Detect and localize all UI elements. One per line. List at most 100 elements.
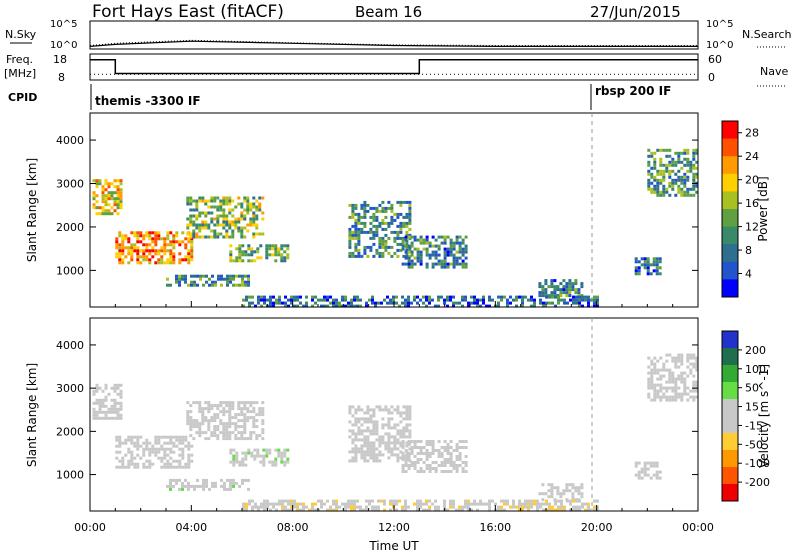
data-cell — [92, 407, 96, 411]
data-cell — [646, 266, 650, 270]
data-cell — [198, 235, 202, 239]
data-cell — [437, 259, 441, 263]
data-cell — [207, 428, 211, 432]
data-cell — [240, 205, 244, 209]
data-cell — [378, 239, 382, 243]
data-cell — [405, 414, 409, 418]
data-cell — [416, 461, 420, 464]
data-cell — [246, 202, 250, 206]
data-cell — [659, 172, 663, 176]
data-cell — [360, 230, 364, 234]
data-cell — [268, 460, 272, 464]
data-cell — [351, 212, 355, 216]
data-cell — [455, 238, 459, 242]
data-cell — [92, 389, 96, 393]
data-cell — [172, 261, 176, 265]
colorbar-swatch — [722, 138, 738, 157]
data-cell — [219, 232, 223, 236]
data-cell — [351, 251, 355, 255]
data-cell — [677, 184, 681, 188]
data-cell — [527, 298, 530, 302]
data-cell — [323, 502, 326, 506]
data-cell — [407, 244, 411, 248]
data-cell — [640, 476, 644, 480]
data-cell — [121, 240, 125, 244]
data-cell — [166, 234, 170, 238]
data-cell — [92, 410, 96, 414]
data-cell — [470, 301, 473, 305]
data-cell — [169, 438, 173, 442]
data-cell — [443, 262, 447, 266]
data-cell — [207, 425, 211, 429]
data-cell — [98, 182, 102, 186]
data-cell — [503, 499, 506, 503]
data-cell — [437, 244, 441, 248]
data-cell — [243, 235, 247, 239]
data-cell — [193, 274, 196, 278]
data-cell — [351, 450, 355, 454]
data-cell — [646, 260, 650, 264]
data-cell — [378, 405, 382, 409]
data-cell — [565, 483, 569, 487]
data-cell — [274, 247, 278, 251]
data-cell — [695, 160, 699, 164]
data-cell — [541, 483, 545, 487]
data-cell — [181, 441, 185, 445]
data-cell — [405, 426, 409, 430]
data-cell — [113, 191, 117, 195]
data-cell — [634, 257, 638, 261]
data-cell — [581, 505, 584, 509]
data-cell — [677, 160, 681, 164]
data-cell — [240, 434, 244, 438]
data-cell — [219, 422, 223, 426]
data-cell — [157, 249, 161, 253]
data-cell — [229, 484, 232, 488]
data-cell — [133, 246, 137, 250]
data-cell — [253, 259, 257, 263]
data-cell — [208, 283, 211, 287]
data-cell — [210, 416, 214, 420]
data-cell — [323, 295, 326, 299]
data-cell — [234, 217, 238, 221]
data-cell — [269, 508, 272, 512]
data-cell — [458, 458, 462, 461]
data-cell — [530, 505, 533, 509]
data-cell — [455, 467, 459, 470]
data-cell — [119, 392, 123, 396]
data-cell — [686, 353, 690, 357]
data-cell — [145, 465, 149, 469]
data-cell — [207, 401, 211, 405]
data-cell — [118, 231, 122, 235]
data-cell — [229, 460, 233, 464]
data-cell — [283, 463, 287, 467]
data-cell — [107, 410, 111, 414]
data-cell — [169, 450, 173, 454]
data-cell — [261, 407, 265, 411]
y-tick-label: 2000 — [56, 221, 84, 234]
data-cell — [428, 253, 432, 257]
data-cell — [662, 172, 666, 176]
data-cell — [550, 282, 554, 286]
data-cell — [683, 157, 687, 161]
data-cell — [169, 487, 172, 491]
data-cell — [192, 199, 196, 203]
data-cell — [410, 461, 414, 464]
data-cell — [360, 215, 364, 219]
data-cell — [369, 417, 373, 421]
data-cell — [428, 295, 431, 299]
data-cell — [378, 453, 382, 457]
data-cell — [130, 462, 134, 466]
data-cell — [467, 499, 470, 503]
data-cell — [455, 508, 458, 512]
data-cell — [238, 256, 242, 260]
data-cell — [692, 175, 696, 179]
data-cell — [389, 502, 392, 506]
data-cell — [440, 265, 444, 269]
data-cell — [653, 362, 657, 366]
data-cell — [647, 377, 651, 381]
data-cell — [381, 227, 385, 231]
data-cell — [363, 459, 367, 463]
data-cell — [587, 295, 590, 299]
data-cell — [256, 451, 260, 455]
data-cell — [488, 499, 491, 503]
